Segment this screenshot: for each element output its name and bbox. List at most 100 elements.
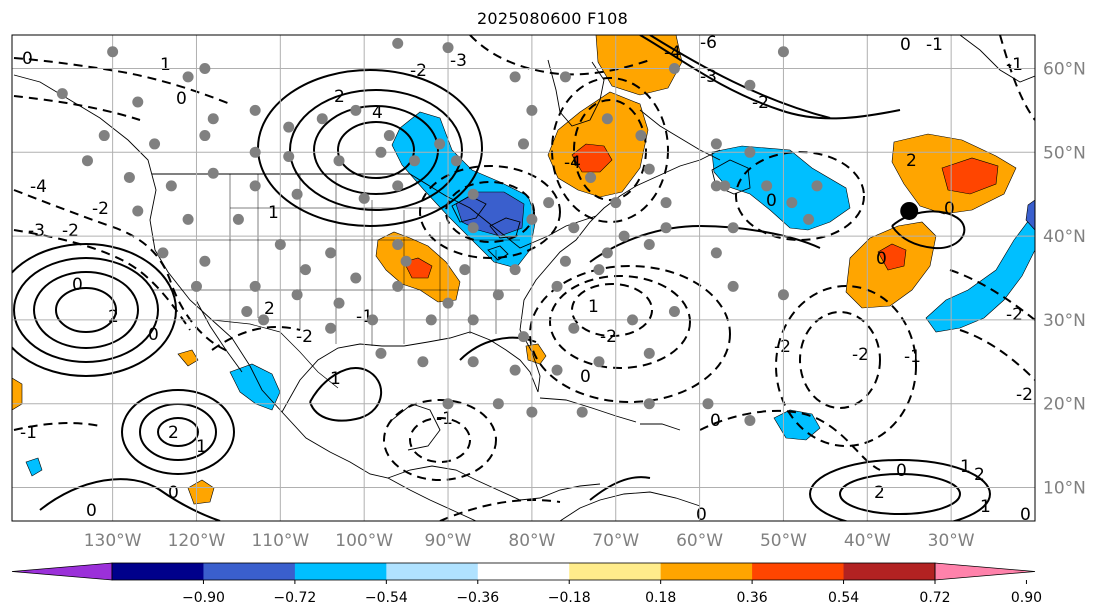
- gray-dot: [283, 121, 295, 133]
- graticule: [12, 35, 1035, 521]
- latitude-tick-label: 30°N: [1043, 311, 1086, 331]
- colorbar-segment: [477, 563, 570, 580]
- gray-dot: [627, 314, 639, 326]
- gray-dot: [350, 272, 362, 284]
- contour-atlantic-south: [699, 409, 881, 471]
- gray-dot: [383, 130, 395, 142]
- contour-far-east-north: [999, 35, 1035, 121]
- contour-label: 0: [900, 35, 911, 55]
- gray-dot: [660, 197, 672, 209]
- colorbar: −0.90 −0.72 −0.54 −0.36 −0.18 0.18 0.36 0.54 0.7…: [11, 562, 1042, 606]
- gray-dot: [467, 188, 479, 200]
- shade-blue-atlantic-east: [925, 211, 1035, 333]
- contour-label: -2: [852, 345, 869, 365]
- gray-dot: [81, 155, 93, 167]
- gray-dot: [668, 63, 680, 75]
- contour-low-greatlakes: [445, 181, 535, 243]
- gray-dot: [559, 255, 571, 267]
- shade-orange-pacific-south: [187, 479, 215, 505]
- gray-dot: [408, 155, 420, 167]
- gray-dot: [207, 167, 219, 179]
- gray-dot: [182, 71, 194, 83]
- gray-dot: [559, 71, 571, 83]
- gray-dot: [249, 180, 261, 192]
- gray-dot: [107, 46, 119, 58]
- coastlines: [13, 35, 1035, 521]
- contour-label: 0: [22, 49, 33, 69]
- colorbar-tick-label: 0.18: [645, 590, 676, 606]
- colorbar-tick-label: 0.36: [737, 590, 768, 606]
- gray-dot: [518, 138, 529, 150]
- gray-dot: [518, 331, 529, 343]
- gray-dot: [643, 163, 655, 175]
- coast-east: [519, 149, 721, 331]
- colorbar-tick-label: 0.72: [919, 590, 950, 606]
- gray-dot: [509, 264, 521, 276]
- gray-dot: [777, 289, 789, 301]
- latitude-tick-label: 20°N: [1043, 395, 1086, 415]
- gray-dot: [509, 71, 521, 83]
- gray-dot: [425, 314, 437, 326]
- contour-low-central-atl-1: [799, 311, 881, 409]
- contour-label: -2: [600, 327, 617, 347]
- gray-dot: [492, 398, 504, 410]
- gray-dot: [744, 79, 756, 91]
- contour-atlantic-east: [959, 329, 1035, 381]
- gray-dot: [274, 238, 286, 250]
- contour-label: -4: [664, 43, 681, 63]
- gray-dot: [400, 255, 412, 267]
- significance-dots: [56, 37, 823, 426]
- contour-label: 0: [876, 249, 887, 269]
- contour-label: -2: [774, 337, 791, 357]
- gray-dot: [593, 356, 605, 368]
- gray-dot: [367, 314, 379, 326]
- gray-dot: [450, 155, 462, 167]
- gray-dot: [727, 222, 739, 234]
- contour-label: -2: [92, 199, 109, 219]
- gray-dot: [761, 180, 773, 192]
- gray-dot: [283, 151, 295, 162]
- gray-dot: [719, 180, 731, 192]
- contour-labels: -3 -2 4 2 0 1 -4 -2 -3 -2 2 0 0 2 1 -2 -…: [20, 33, 1033, 521]
- latitude-labels: 60°N 50°N 40°N 30°N 20°N 10°N: [1043, 60, 1086, 499]
- coast-central-america: [387, 465, 601, 501]
- contour-label: 0: [766, 191, 777, 211]
- colorbar-extend-high: [934, 562, 1036, 581]
- contour-label: -4: [30, 177, 47, 197]
- colorbar-segment: [294, 563, 387, 580]
- gray-dot: [375, 146, 387, 158]
- dashed-contours: [13, 35, 1035, 521]
- gray-dot: [744, 414, 756, 426]
- shade-orange-hudson: [595, 35, 683, 96]
- gray-dot: [643, 398, 655, 410]
- contour-label: -6: [700, 33, 717, 53]
- contour-low-gulf-1: [409, 417, 471, 463]
- contour-label: 0: [168, 483, 179, 503]
- longitude-tick-label: 50°W: [760, 531, 807, 551]
- longitude-labels: 130°W 120°W 110°W 100°W 90°W 80°W 70°W 60°W 50°W…: [84, 531, 975, 551]
- contour-mexico-west: [211, 326, 301, 351]
- colorbar-segment: [752, 563, 845, 580]
- contour-label: 0: [86, 501, 97, 521]
- gray-dot: [467, 222, 479, 234]
- longitude-tick-label: 80°W: [508, 531, 555, 551]
- gray-dot: [786, 197, 798, 209]
- coast-greenland: [959, 35, 1035, 83]
- gray-dot: [132, 96, 144, 108]
- gray-dot: [618, 230, 630, 242]
- gray-dot: [258, 314, 270, 326]
- contour-low-atlantic-1: [571, 283, 653, 337]
- gray-dot: [392, 280, 404, 292]
- gray-dot: [149, 138, 161, 150]
- contour-high-pacific-3: [13, 257, 159, 363]
- gray-dot: [551, 364, 563, 376]
- colorbar-tick-label: −0.54: [365, 590, 408, 606]
- longitude-tick-label: 110°W: [251, 531, 309, 551]
- longitude-tick-label: 30°W: [928, 531, 975, 551]
- map-title: 2025080600 F108: [476, 9, 629, 28]
- contour-label: 1: [330, 369, 341, 389]
- colorbar-tick-label: 0.90: [1011, 590, 1042, 606]
- gray-dot: [803, 213, 815, 225]
- colorbar-segment: [386, 563, 479, 580]
- coast-gulf: [281, 329, 541, 413]
